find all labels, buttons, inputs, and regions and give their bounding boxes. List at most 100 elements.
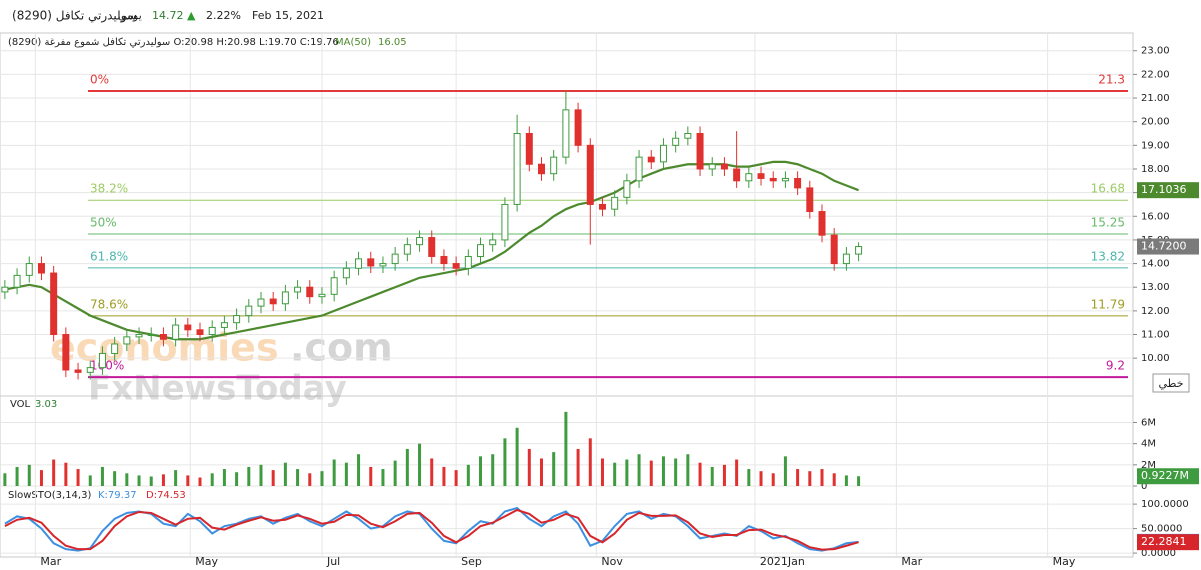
volume-bar — [247, 466, 251, 486]
candle-body — [428, 237, 436, 257]
value-badge — [1137, 238, 1199, 255]
volume-bar — [844, 475, 848, 486]
candle-body — [220, 322, 228, 328]
watermark-text: economies — [50, 326, 279, 370]
vol-legend-value: 3.03 — [35, 399, 57, 410]
header-name: سوليدرتي تكافل (8290) — [12, 9, 137, 24]
volume-bar — [405, 448, 409, 486]
candle-body — [806, 187, 814, 213]
candle-body — [550, 156, 558, 175]
candle-body — [769, 177, 777, 182]
candle-body — [720, 163, 728, 170]
volume-bar — [466, 464, 470, 486]
volume-bar — [539, 458, 543, 486]
candle-body — [62, 334, 70, 371]
candle-body — [25, 263, 33, 276]
header-arrow: ▲ — [187, 9, 196, 22]
volume-bar — [149, 476, 153, 486]
header-interval: يومي — [118, 9, 142, 22]
fib-value: 16.68 — [1091, 182, 1125, 196]
volume-bar — [125, 473, 129, 486]
fib-value: 21.3 — [1098, 72, 1125, 86]
y-tick-label: 50.0000 — [1141, 524, 1182, 535]
button-label[interactable]: خطي — [1159, 377, 1184, 390]
volume-bar — [698, 462, 702, 486]
volume-bar — [88, 475, 92, 486]
candle-body — [574, 109, 582, 146]
volume-bar — [259, 464, 263, 486]
volume-bar — [722, 464, 726, 486]
y-tick-label: 100.0000 — [1141, 499, 1189, 510]
y-tick-label: 20.00 — [1141, 117, 1170, 128]
candle-body — [501, 203, 509, 241]
button-frame[interactable] — [1152, 373, 1190, 393]
candle-body — [611, 196, 619, 210]
volume-bar — [3, 473, 7, 486]
ma-legend-value: 16.05 — [378, 37, 407, 48]
volume-bar — [661, 456, 665, 486]
volume-bar — [283, 462, 287, 486]
y-tick-label: 14.00 — [1141, 259, 1170, 270]
candle-body — [330, 277, 338, 295]
candle-body — [98, 352, 106, 369]
volume-bar — [686, 454, 690, 486]
watermark-text: .com — [290, 326, 393, 370]
candle-body — [281, 291, 289, 305]
candle-body — [842, 253, 850, 265]
volume-bar — [369, 466, 373, 486]
volume-bar — [418, 443, 422, 486]
volume-bar — [491, 454, 495, 486]
candle-body — [672, 137, 680, 146]
candle-body — [245, 305, 253, 317]
fib-value: 15.25 — [1091, 216, 1125, 230]
y-tick-label: 0.0000 — [1141, 548, 1176, 559]
candle-body — [477, 244, 485, 257]
volume-bar — [210, 473, 214, 486]
volume-bar — [113, 471, 117, 486]
candle-body — [781, 177, 789, 182]
candle-body — [74, 369, 82, 373]
volume-bar — [564, 411, 568, 486]
volume-bar — [174, 470, 178, 486]
line-button[interactable]: خطي — [1152, 373, 1190, 393]
volume-bar — [808, 471, 812, 486]
candle-body — [586, 144, 594, 205]
volume-bar — [296, 469, 300, 486]
y-tick-label: 18.00 — [1141, 164, 1170, 175]
volume-bar — [186, 475, 190, 486]
volume-bar — [39, 470, 43, 486]
candle-body — [708, 163, 716, 170]
candle-body — [172, 324, 180, 340]
candle-body — [659, 144, 667, 163]
volume-bar — [52, 459, 56, 486]
volume-bar — [857, 476, 861, 486]
volume-bar — [576, 448, 580, 486]
volume-bar — [710, 466, 714, 486]
candle-body — [355, 258, 363, 269]
candle-body — [794, 177, 802, 189]
y-tick-label: 22.00 — [1141, 69, 1170, 80]
volume-bar — [796, 469, 800, 486]
volume-bar — [344, 462, 348, 486]
candle-body — [37, 263, 45, 274]
candle-body — [598, 203, 606, 210]
volume-bar — [832, 473, 836, 486]
candle-body — [416, 237, 424, 246]
fib-label: 100% — [90, 359, 124, 373]
volume-bar — [588, 438, 592, 486]
volume-bar — [271, 470, 275, 486]
volume-bar — [613, 462, 617, 486]
value-badge — [1137, 182, 1199, 199]
volume-bar — [357, 454, 361, 486]
candle-body — [635, 156, 643, 182]
volume-bar — [320, 471, 324, 486]
value-badge-label: 0.9227M — [1141, 469, 1189, 482]
candle-body — [464, 255, 472, 269]
volume-bar — [527, 448, 531, 486]
candle-body — [86, 367, 94, 373]
x-tick-label: Sep — [461, 555, 482, 568]
volume-bar — [515, 427, 519, 486]
y-tick-label: 4M — [1141, 439, 1156, 450]
fib-label: 50% — [90, 216, 117, 230]
